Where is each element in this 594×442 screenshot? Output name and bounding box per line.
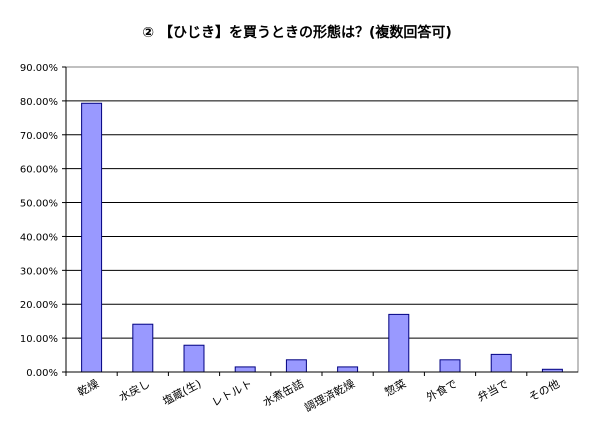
chart-title: ② 【ひじき】を買うときの形態は？(複数回答可) bbox=[142, 25, 452, 41]
x-tick-label: 弁当で bbox=[475, 376, 511, 404]
bar-5 bbox=[337, 366, 359, 373]
x-tick-label: 外食で bbox=[424, 376, 460, 404]
bar-1 bbox=[132, 323, 154, 373]
y-tick-label: 90.00% bbox=[20, 63, 58, 74]
grid-lines bbox=[66, 66, 578, 339]
bar-7 bbox=[439, 359, 461, 373]
bar-3 bbox=[234, 366, 256, 373]
x-tick-label: 水煮缶詰 bbox=[260, 376, 305, 409]
bar-4 bbox=[285, 359, 307, 373]
y-tick-label: 40.00% bbox=[20, 232, 58, 243]
x-tick-label: レトルト bbox=[210, 377, 255, 409]
x-tick-label: 水戻し bbox=[117, 377, 152, 404]
bar-2 bbox=[183, 344, 205, 373]
y-tick-label: 70.00% bbox=[20, 131, 58, 142]
x-tick-label: その他 bbox=[527, 377, 562, 404]
y-tick-label: 80.00% bbox=[20, 97, 58, 108]
y-tick-label: 10.00% bbox=[20, 334, 58, 345]
bar-0 bbox=[81, 102, 103, 373]
x-tick-label: 惣菜 bbox=[382, 376, 408, 399]
bars bbox=[81, 102, 563, 373]
x-tick-label: 乾燥 bbox=[75, 377, 101, 399]
x-tick-label: 調理済乾燥 bbox=[302, 376, 357, 414]
axes bbox=[62, 66, 579, 376]
y-tick-label: 20.00% bbox=[20, 300, 58, 311]
bar-6 bbox=[388, 313, 410, 373]
y-tick-label: 60.00% bbox=[20, 165, 58, 176]
y-tick-labels: 0.00% 10.00% 20.00% 30.00% 40.00% 50.00% 60.00… bbox=[20, 63, 58, 379]
bar-8 bbox=[490, 353, 512, 373]
y-tick-label: 50.00% bbox=[20, 199, 58, 210]
y-tick-label: 0.00% bbox=[26, 368, 58, 379]
y-tick-label: 30.00% bbox=[20, 266, 58, 277]
x-tick-label: 塩蔵(生) bbox=[160, 376, 203, 408]
